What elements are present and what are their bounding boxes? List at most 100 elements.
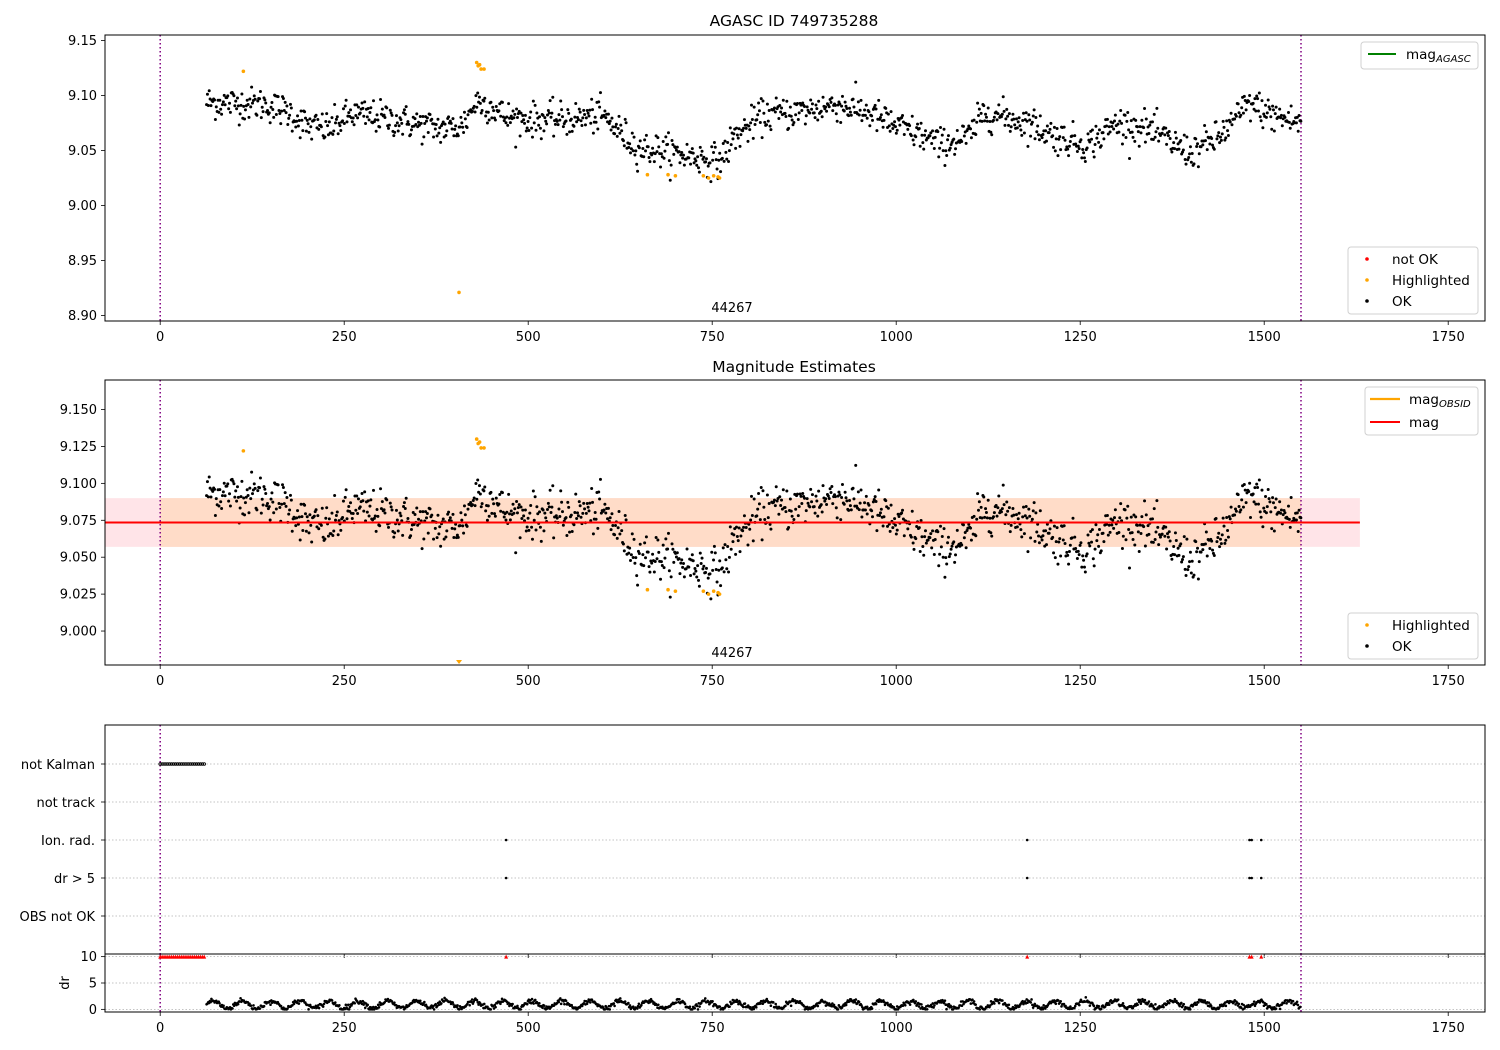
ok-point	[589, 519, 593, 523]
dr-point	[1084, 996, 1088, 999]
ok-point	[505, 510, 509, 514]
ok-point	[523, 519, 527, 523]
ok-point	[445, 129, 449, 133]
ok-point	[984, 115, 988, 119]
dr-point	[1234, 1003, 1237, 1006]
ok-point	[796, 118, 800, 122]
ok-point	[779, 503, 783, 507]
ok-point	[1108, 130, 1112, 134]
ok-point	[497, 502, 501, 506]
ok-point	[783, 111, 787, 115]
ok-point	[724, 558, 728, 562]
ok-point	[586, 505, 590, 509]
ok-point	[1139, 131, 1143, 135]
ok-point	[576, 514, 580, 518]
ok-point	[568, 530, 572, 534]
ok-point	[508, 512, 512, 516]
ok-point	[482, 99, 486, 103]
ok-point	[678, 572, 682, 576]
ok-point	[627, 551, 631, 555]
x-tick-label: 1750	[1432, 330, 1465, 345]
dr-point	[297, 1002, 301, 1005]
ok-point	[567, 111, 571, 115]
ok-point	[1067, 562, 1071, 566]
ok-point	[1236, 493, 1240, 497]
ok-point	[363, 100, 367, 104]
ok-point	[334, 117, 338, 121]
ok-point	[629, 558, 633, 562]
x-tick-label: 1750	[1432, 674, 1465, 689]
ok-point	[590, 486, 594, 490]
ok-point	[1205, 148, 1209, 152]
ok-point	[228, 110, 232, 114]
ok-point	[1053, 556, 1057, 560]
ok-point	[863, 508, 867, 512]
ok-point	[1256, 502, 1260, 506]
dr-point	[1052, 999, 1056, 1002]
ok-point	[769, 527, 773, 531]
ok-point	[207, 89, 211, 93]
ok-point	[859, 98, 863, 102]
ok-point	[382, 113, 386, 117]
ok-point	[387, 123, 391, 127]
not-ok-legend-marker	[1365, 257, 1369, 261]
ok-point	[587, 509, 591, 513]
ok-point	[704, 570, 708, 574]
ok-point	[952, 540, 956, 544]
ok-point	[1095, 136, 1099, 140]
ok-point	[699, 562, 703, 566]
ok-point	[1143, 499, 1147, 503]
ok-point	[300, 515, 304, 519]
ok-point	[696, 564, 700, 568]
ok-point	[734, 525, 738, 529]
ok-point	[1106, 132, 1110, 136]
ok-point	[280, 109, 284, 113]
ok-point	[518, 536, 522, 540]
ok-point	[242, 104, 246, 108]
ok-point	[462, 531, 466, 535]
ok-point	[527, 528, 531, 532]
dr-point	[343, 1007, 347, 1011]
ok-point	[324, 120, 328, 124]
dr-point	[321, 1005, 325, 1008]
ok-point	[552, 536, 556, 540]
ok-point	[355, 494, 359, 498]
ok-point	[219, 107, 223, 111]
ok-point	[692, 161, 696, 165]
ok-point	[1223, 138, 1227, 142]
ok-point	[301, 129, 305, 133]
ok-point	[882, 515, 886, 519]
panel2-frame	[104, 379, 1486, 666]
ok-point	[1218, 141, 1222, 145]
ok-point	[1157, 543, 1161, 547]
dr-point	[771, 1001, 775, 1004]
ok-point	[1229, 111, 1233, 115]
ok-point	[944, 149, 948, 153]
ok-point	[235, 485, 239, 489]
ok-point	[668, 178, 672, 182]
y-tick-label: 9.00	[68, 199, 97, 214]
ok-point	[466, 113, 470, 117]
ok-point	[690, 553, 694, 557]
ok-point	[602, 508, 606, 512]
dr-point	[500, 997, 504, 1001]
ok-point	[523, 508, 527, 512]
ok-point	[761, 99, 765, 103]
ok-point	[726, 141, 730, 145]
ok-point	[929, 532, 933, 536]
ok-point	[1211, 548, 1215, 552]
dr-point	[1285, 1002, 1288, 1005]
ok-point	[288, 113, 292, 117]
ok-point	[232, 482, 236, 486]
ok-point	[895, 128, 899, 132]
ok-point	[964, 546, 968, 550]
ok-point	[444, 133, 448, 137]
ok-point	[878, 116, 882, 120]
ok-point	[685, 142, 689, 146]
ok-point	[402, 108, 406, 112]
ok-point	[1102, 137, 1106, 141]
ok-point	[772, 106, 776, 110]
ok-point	[1079, 541, 1083, 545]
ok-point	[558, 118, 562, 122]
ok-point	[938, 552, 942, 556]
